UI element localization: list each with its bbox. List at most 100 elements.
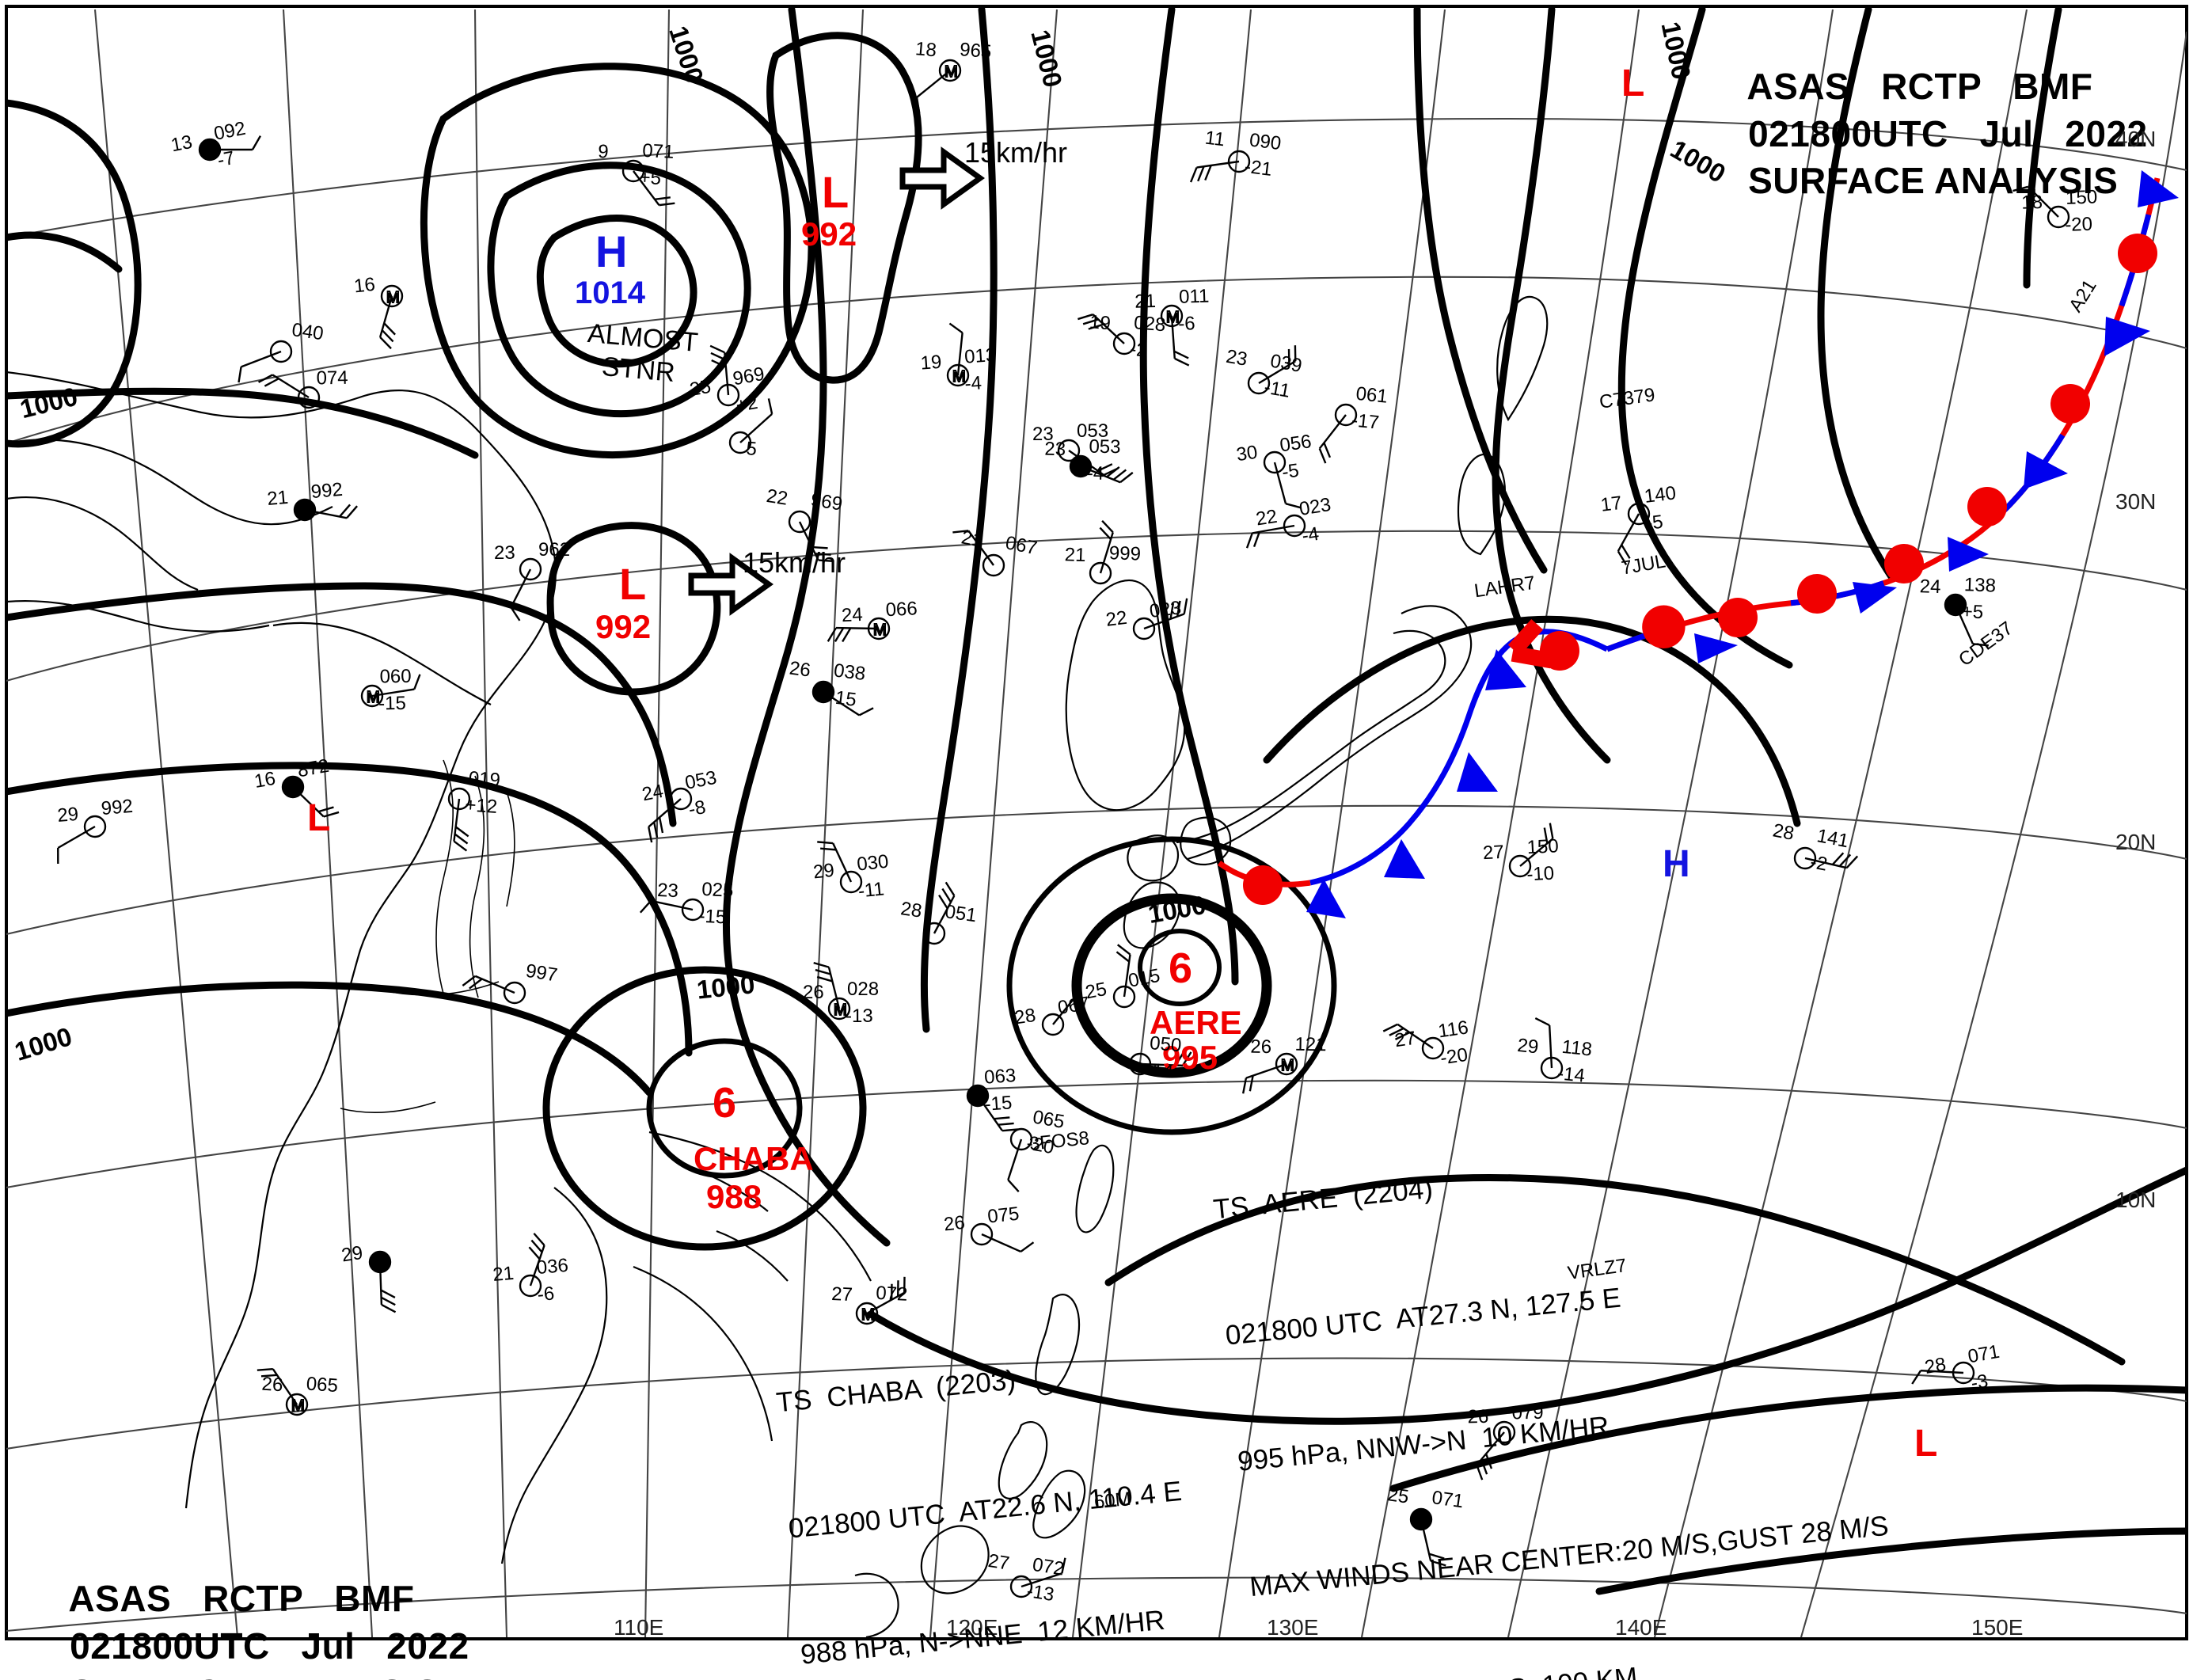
station-symbols: M M M M M M M M M M M M: [57, 59, 2070, 1598]
station-symbol: M: [378, 284, 404, 350]
station-pressure: 092: [211, 117, 248, 145]
chaba-info-line-2: 988 hPa, N->NNE 12 KM/HR: [799, 1604, 1167, 1670]
station-pressure: 053: [1077, 420, 1109, 442]
chaba-isobars: [542, 966, 867, 1251]
station-temperature: 13: [169, 131, 195, 157]
station-plot: 18 150 -20: [2021, 186, 2149, 248]
station-plot: 24 066: [841, 598, 970, 660]
title-block-top-right: ASAS RCTP BMF 021800UTC Jul 2022 SURFACE…: [1706, 16, 2148, 253]
title-block-bottom-left: ASAS RCTP BMF 021800UTC Jul 2022 SURFACE…: [28, 1528, 469, 1680]
station-symbol: [447, 787, 471, 852]
station-dewpoint: -6: [536, 1283, 556, 1306]
station-temperature: 26: [1467, 1405, 1489, 1428]
station-dewpoint: -20: [2064, 213, 2093, 236]
lat-label-20n: 20N: [2115, 830, 2157, 854]
station-pressure: 025: [701, 878, 735, 902]
lon-label-130e: 130E: [1267, 1615, 1319, 1640]
motion-arrow-low2: [688, 553, 774, 616]
station-temperature: 23: [1032, 424, 1054, 445]
coastlines: [6, 295, 1549, 1639]
isobars: [6, 6, 2187, 1595]
station-dewpoint: -4: [1300, 523, 1321, 547]
station-plot: 18 965: [911, 38, 1042, 105]
station-pressure: 066: [884, 598, 918, 621]
station-symbol: [1112, 944, 1136, 1009]
station-temperature: 24: [1919, 576, 1941, 599]
station-symbol: [1041, 975, 1081, 1036]
station-pressure: 028: [847, 979, 880, 1000]
aere-name-label: AERE: [1150, 1004, 1242, 1041]
station-symbol: M: [360, 674, 421, 708]
title-line-3-bl: SURFACE ANALYSIS: [70, 1672, 439, 1680]
low-marker-left: L: [307, 797, 331, 839]
station-pressure: 061: [1355, 382, 1389, 408]
station-symbol: [1911, 1361, 1975, 1385]
station-pressure: 023: [1148, 597, 1183, 623]
station-dewpoint: -15: [697, 905, 727, 929]
station-dewpoint: -5: [1280, 459, 1301, 484]
chaba-typhoon-symbol: 6: [713, 1079, 737, 1127]
station-symbol: [1263, 450, 1302, 509]
station-temperature: 17: [1599, 492, 1624, 516]
station-pressure: 015: [1126, 964, 1162, 992]
station-pressure: 962: [538, 539, 571, 561]
station-temperature: 27: [1393, 1027, 1418, 1052]
lat-label-30n: 30N: [2115, 489, 2157, 514]
station-dewpoint: -4: [963, 372, 982, 395]
station-dewpoint: -15: [378, 692, 407, 715]
svg-text:M: M: [834, 1002, 847, 1019]
station-temperature: 27: [986, 1549, 1011, 1575]
chaba-pressure-label: 988: [706, 1178, 762, 1215]
station-plot: 060 -15: [335, 666, 462, 726]
station-dewpoint: +5: [638, 166, 662, 190]
station-pressure: 050: [1149, 1032, 1183, 1057]
motion-arrow-low1: [899, 146, 986, 210]
station-symbol: [368, 1250, 397, 1313]
station-pressure: 116: [1436, 1017, 1470, 1043]
station-temperature: 21: [266, 486, 290, 511]
station-symbol: M: [1242, 1052, 1298, 1094]
station-symbol: [788, 510, 834, 563]
station-plot: 26 079: [1467, 1402, 1594, 1462]
station-dewpoint: -20: [1439, 1043, 1469, 1070]
station-dewpoint: -14: [1145, 1059, 1175, 1083]
svg-text:M: M: [1281, 1057, 1294, 1074]
station-pressure: 072: [1031, 1553, 1066, 1580]
station-symbol: [648, 787, 693, 843]
station-misc-60m: 60M: [1093, 1488, 1132, 1514]
title-line-1-bl: ASAS RCTP BMF: [68, 1577, 415, 1619]
station-temperature: 24: [640, 780, 666, 806]
station-symbol: [510, 557, 542, 621]
station-dewpoint: +12: [464, 794, 499, 818]
station-symbol: M: [813, 961, 851, 1021]
cold-front-barbs: [1306, 170, 2179, 918]
station-temperature: 21: [492, 1262, 515, 1287]
station-dewpoint: -5: [1644, 511, 1665, 535]
station-plot: 26 121: [1249, 1034, 1377, 1094]
station-temperature: 23: [656, 879, 679, 903]
station-temperature: 28: [1923, 1353, 1948, 1379]
station-dewpoint: -15: [827, 686, 858, 711]
station-symbol: M: [257, 1368, 309, 1416]
front-kink-marker: [1507, 618, 1553, 669]
station-pressure: 090: [1248, 129, 1283, 155]
station-pressure: 063: [983, 1064, 1017, 1089]
station-pressure: 999: [1108, 542, 1142, 565]
station-temperature: 29: [56, 803, 80, 827]
station-dewpoint: -11: [1262, 376, 1292, 402]
high-center-value-1014: 1014: [575, 276, 645, 310]
station-symbol: M: [915, 59, 962, 113]
station-temperature: 27: [1482, 841, 1505, 865]
station-plot: 26 028 -13: [803, 979, 929, 1037]
station-dewpoint: -3: [1969, 1370, 1990, 1395]
station-symbol: M: [293, 498, 358, 522]
station-pressure: 038: [832, 659, 867, 686]
motion-arrows: [688, 146, 986, 616]
station-temperature: 21: [1134, 290, 1157, 313]
station-symbol: [238, 340, 293, 383]
station-symbol: [1089, 519, 1114, 585]
station-symbol: [922, 881, 956, 945]
station-dewpoint: -10: [1526, 862, 1555, 886]
station-temperature: 30: [1234, 441, 1260, 466]
